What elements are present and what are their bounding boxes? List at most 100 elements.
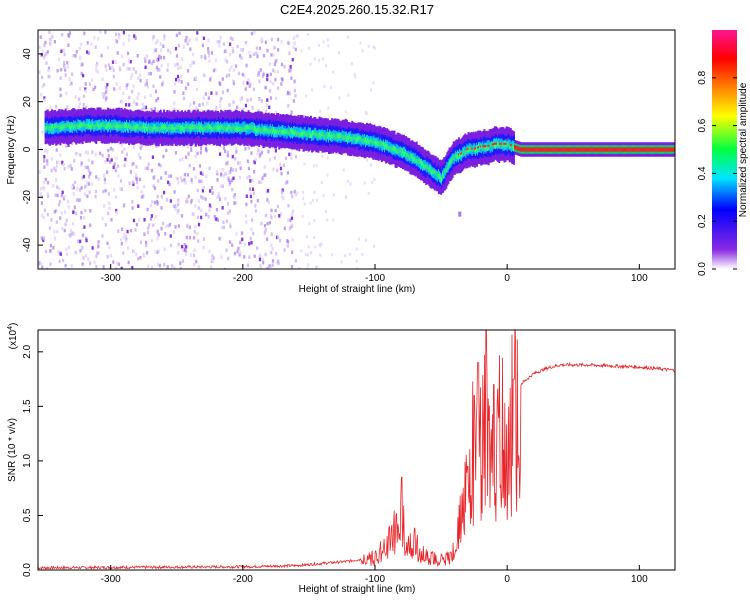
- heatmap-noise-cell: [79, 239, 82, 244]
- heatmap-noise-cell: [264, 109, 268, 114]
- heatmap-noise-cell: [145, 79, 148, 83]
- heatmap-noise-cell: [51, 34, 54, 39]
- heatmap-noise-cell: [68, 82, 72, 87]
- heatmap-noise-cell: [238, 54, 242, 58]
- heatmap-noise-cell: [261, 176, 264, 180]
- heatmap-noise-cell: [256, 198, 259, 203]
- heatmap-noise-cell: [312, 164, 315, 168]
- heatmap-noise-cell: [306, 253, 309, 257]
- heatmap-noise-cell: [290, 264, 294, 269]
- heatmap-noise-cell: [158, 68, 161, 72]
- heatmap-noise-cell: [269, 72, 272, 77]
- heatmap-noise-cell: [88, 82, 91, 86]
- heatmap-noise-cell: [332, 218, 335, 222]
- heatmap-noise-cell: [114, 60, 118, 65]
- heatmap-noise-cell: [123, 202, 126, 207]
- heatmap-noise-cell: [82, 216, 86, 220]
- heatmap-noise-cell: [44, 148, 47, 153]
- heatmap-band-cell: [454, 152, 457, 158]
- heatmap-noise-cell: [105, 96, 108, 100]
- heatmap-noise-cell: [150, 265, 154, 269]
- heatmap-noise-cell: [75, 198, 79, 202]
- heatmap-noise-cell: [287, 218, 290, 222]
- heatmap-noise-cell: [204, 197, 207, 201]
- heatmap-band-cell: [395, 147, 398, 153]
- heatmap-band-cell: [74, 123, 77, 129]
- heatmap-noise-cell: [198, 103, 201, 107]
- heatmap-band-cell: [201, 124, 204, 130]
- heatmap-band-cell: [230, 126, 233, 132]
- heatmap-band-cell: [606, 147, 609, 152]
- heatmap-band-cell: [78, 124, 81, 130]
- heatmap-band-cell: [548, 147, 551, 152]
- heatmap-band-cell: [488, 144, 491, 147]
- heatmap-noise-cell: [60, 193, 63, 198]
- heatmap-noise-cell: [169, 243, 173, 248]
- heatmap-noise-cell: [106, 82, 109, 87]
- heatmap-noise-cell: [85, 50, 89, 54]
- heatmap-noise-cell: [94, 45, 97, 49]
- heatmap-noise-cell: [323, 85, 326, 89]
- heatmap-band-cell: [466, 148, 469, 151]
- heatmap-band-cell: [542, 147, 545, 152]
- heatmap-band-cell: [397, 148, 400, 154]
- heatmap-band-cell: [609, 147, 612, 152]
- heatmap-band-cell: [83, 121, 86, 127]
- heatmap-band-cell: [413, 156, 416, 162]
- heatmap-noise-cell: [166, 68, 169, 72]
- heatmap-noise-cell: [249, 194, 252, 199]
- heatmap-band-cell: [571, 147, 574, 152]
- heatmap-band-cell: [95, 123, 98, 129]
- heatmap-noise-cell: [268, 264, 271, 268]
- heatmap-noise-cell: [293, 41, 296, 45]
- heatmap-noise-cell: [152, 84, 155, 88]
- heatmap-noise-cell: [218, 152, 222, 156]
- heatmap-noise-cell: [114, 32, 118, 37]
- heatmap-band-cell: [309, 133, 312, 138]
- heatmap-noise-cell: [306, 267, 309, 269]
- heatmap-band-cell: [60, 126, 63, 131]
- heatmap-band-cell: [174, 126, 177, 132]
- heatmap-band-cell: [63, 125, 66, 131]
- heatmap-noise-cell: [46, 159, 49, 163]
- heatmap-band-cell: [44, 125, 47, 131]
- heatmap-band-cell: [545, 147, 548, 152]
- heatmap-band-cell: [389, 146, 392, 152]
- heatmap-noise-cell: [41, 266, 44, 269]
- heatmap-band-cell: [596, 147, 599, 152]
- heatmap-noise-cell: [260, 180, 263, 185]
- heatmap-noise-cell: [198, 164, 202, 168]
- heatmap-noise-cell: [215, 207, 219, 212]
- heatmap-noise-cell: [195, 87, 199, 92]
- heatmap-noise-cell: [248, 50, 251, 54]
- heatmap-noise-cell: [111, 60, 115, 64]
- heatmap-noise-cell: [256, 267, 260, 269]
- heatmap-band-cell: [123, 123, 126, 129]
- heatmap-noise-cell: [225, 248, 228, 252]
- heatmap-noise-cell: [284, 156, 288, 161]
- heatmap-noise-cell: [245, 63, 248, 68]
- heatmap-noise-cell: [325, 64, 328, 68]
- heatmap-band-cell: [163, 124, 166, 129]
- heatmap-band-cell: [512, 146, 515, 151]
- heatmap-band-cell: [616, 147, 619, 152]
- heatmap-band-cell: [73, 125, 76, 130]
- heatmap-x-tick-label: 100: [631, 273, 648, 284]
- heatmap-noise-cell: [190, 198, 193, 203]
- heatmap-band-cell: [226, 126, 229, 132]
- heatmap-noise-cell: [118, 65, 121, 70]
- heatmap-noise-cell: [189, 103, 192, 107]
- snr-y-tick-label: 0.5: [22, 508, 33, 522]
- heatmap-noise-cell: [231, 154, 234, 159]
- heatmap-band-cell: [595, 147, 598, 152]
- heatmap-noise-cell: [191, 52, 195, 57]
- heatmap-band-cell: [193, 124, 196, 130]
- heatmap-noise-cell: [132, 182, 135, 187]
- heatmap-band-cell: [56, 123, 59, 129]
- heatmap-band-cell: [644, 147, 647, 152]
- heatmap-noise-cell: [259, 263, 262, 268]
- heatmap-band-cell: [565, 147, 568, 152]
- heatmap-band-cell: [305, 131, 308, 137]
- heatmap-noise-cell: [115, 195, 118, 199]
- heatmap-band-cell: [216, 124, 219, 130]
